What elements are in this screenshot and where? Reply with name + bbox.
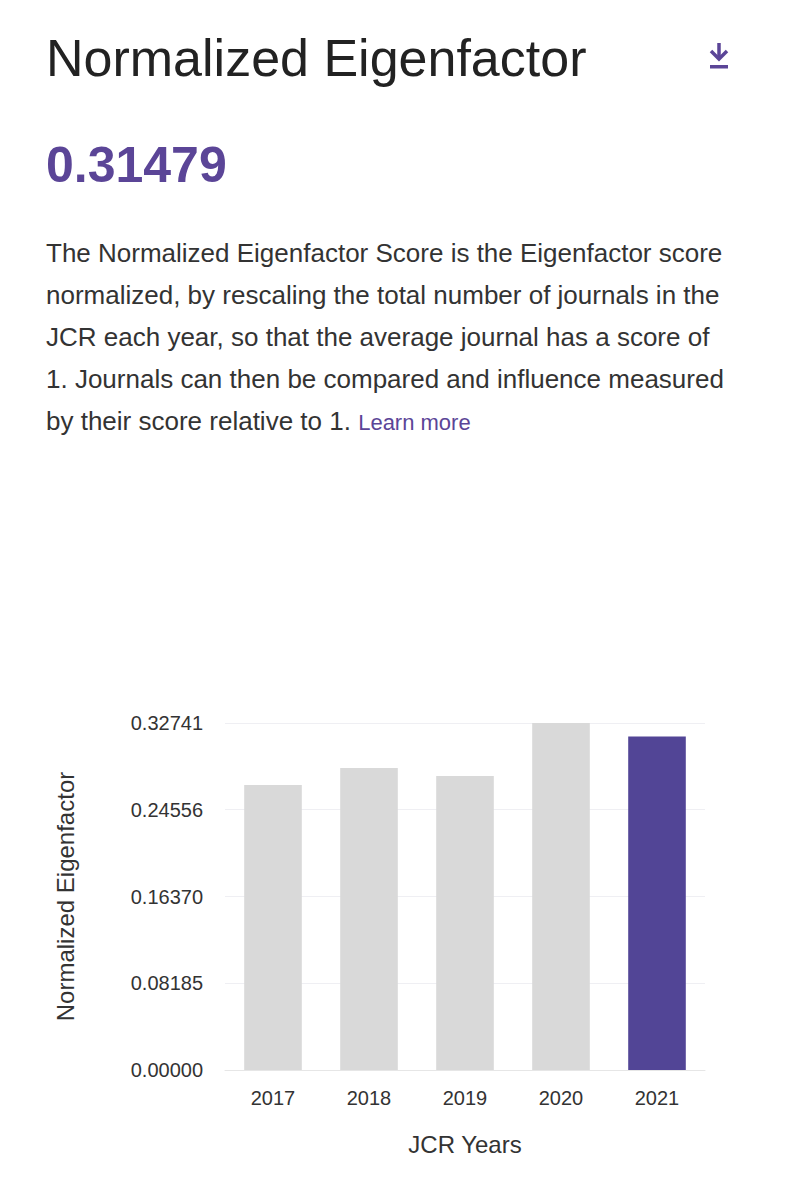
html-text:0.31479: 0.31479 — [46, 137, 227, 193]
svg-text:Normalized Eigenfactor: Normalized Eigenfactor — [52, 772, 79, 1021]
svg-text:2018: 2018 — [347, 1087, 392, 1109]
svg-text:2017: 2017 — [251, 1087, 296, 1109]
svg-text:0.16370: 0.16370 — [131, 886, 203, 908]
svg-text:JCR Years: JCR Years — [408, 1131, 521, 1158]
svg-text:2021: 2021 — [635, 1087, 680, 1109]
svg-text:0.32741: 0.32741 — [131, 712, 203, 734]
svg-text:2020: 2020 — [539, 1087, 584, 1109]
svg-text:2019: 2019 — [443, 1087, 488, 1109]
svg-text:0.24556: 0.24556 — [131, 799, 203, 821]
html-text:Normalized Eigenfactor: Normalized Eigenfactor — [46, 29, 587, 87]
html-text:The Normalized Eigenfactor Sco: The Normalized Eigenfactor Score is the … — [46, 238, 724, 436]
svg-text:0.08185: 0.08185 — [131, 972, 203, 994]
svg-text:0.00000: 0.00000 — [131, 1059, 203, 1081]
